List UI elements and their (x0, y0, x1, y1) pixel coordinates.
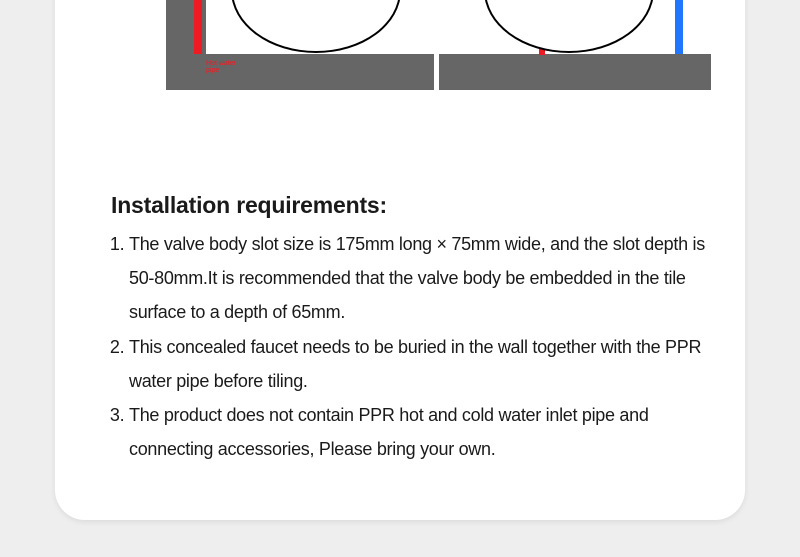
diagram-left-panel: Hot water pipe (166, 0, 434, 90)
basin-outline (231, 0, 401, 53)
basin-outline (484, 0, 654, 53)
requirements-list: The valve body slot size is 175mm long ×… (111, 227, 705, 466)
section-title: Installation requirements: (111, 192, 705, 219)
cold-water-pipe (675, 0, 683, 54)
diagram-right-panel: pipe pipe (439, 0, 711, 90)
list-item: The product does not contain PPR hot and… (129, 398, 705, 466)
hot-pipe-label: Hot water pipe (206, 60, 236, 75)
installation-diagram: Hot water pipe pipe pipe (166, 0, 716, 130)
requirements-section: Installation requirements: The valve bod… (111, 192, 705, 466)
list-item: This concealed faucet needs to be buried… (129, 330, 705, 398)
list-item: The valve body slot size is 175mm long ×… (129, 227, 705, 330)
content-card: Hot water pipe pipe pipe Installation re… (55, 0, 745, 520)
wall-horizontal (439, 54, 711, 90)
